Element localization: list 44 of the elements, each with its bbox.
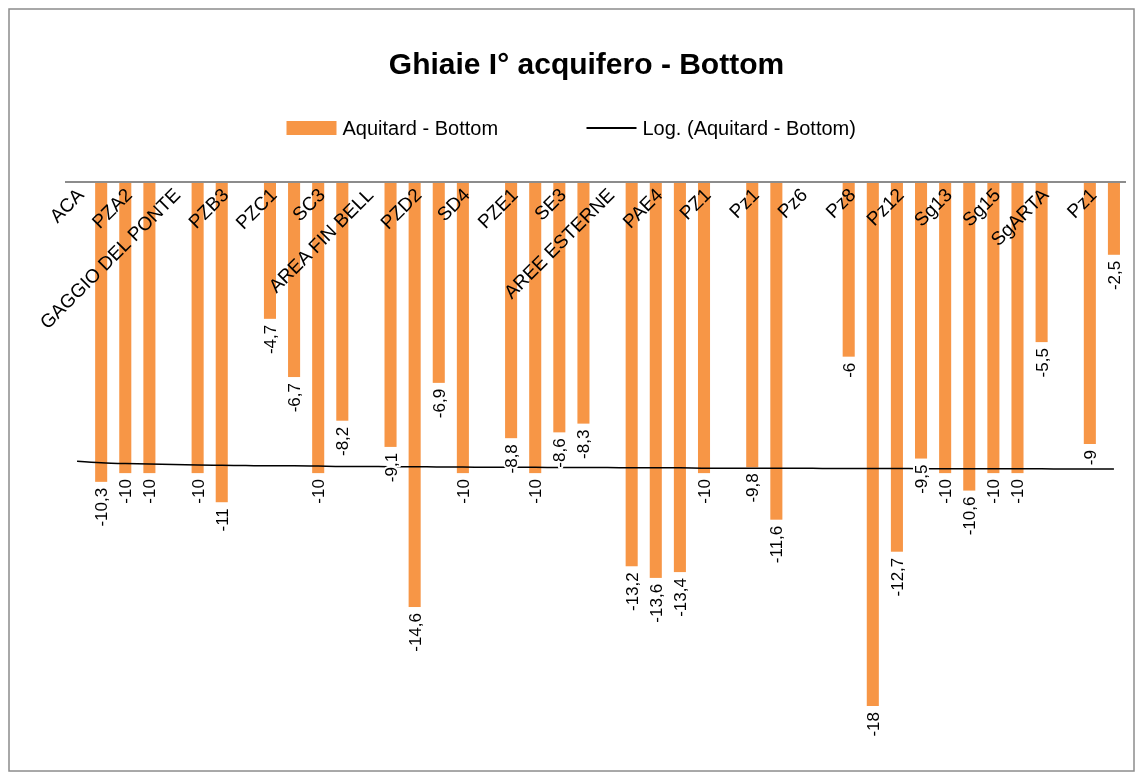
data-label: -10 — [526, 479, 546, 504]
data-label: -4,7 — [260, 324, 280, 355]
x-tick-label: Pz1 — [1062, 183, 1101, 222]
x-tick-label: PZ1 — [675, 183, 715, 224]
data-label: -10 — [984, 479, 1004, 504]
data-label: -10 — [695, 479, 715, 504]
data-label: -9,8 — [743, 473, 763, 503]
data-label: -8,8 — [502, 444, 522, 474]
data-label: -8,2 — [333, 426, 353, 457]
data-label: -13,2 — [622, 572, 642, 612]
x-tick-label: SC3 — [288, 183, 330, 225]
data-label: -6 — [839, 362, 859, 378]
data-label: -14,6 — [405, 613, 425, 652]
data-label: -10 — [140, 479, 160, 504]
data-label: -10 — [188, 479, 208, 504]
data-label: -10 — [116, 479, 136, 504]
data-label: -6,7 — [285, 383, 305, 413]
x-tick-label: SD4 — [432, 183, 474, 225]
chart-title: Ghiaie I° acquifero - Bottom — [388, 47, 785, 80]
data-label: -10 — [936, 479, 956, 504]
data-label: -10,6 — [960, 496, 980, 536]
x-tick-label: Pz6 — [773, 183, 812, 222]
data-label: -10 — [453, 479, 473, 504]
data-label: -10 — [309, 479, 329, 504]
data-label: -13,6 — [646, 583, 666, 623]
data-label: -11 — [212, 508, 232, 532]
x-tick-label: Pz1 — [725, 183, 764, 222]
data-label: -9 — [1080, 450, 1100, 466]
data-label: -18 — [863, 712, 883, 737]
x-tick-label: Pz8 — [821, 183, 860, 222]
data-label: -5,5 — [1032, 348, 1052, 378]
data-label: -10,3 — [92, 487, 112, 527]
data-label: -9,5 — [912, 464, 932, 494]
data-label: -2,5 — [1104, 260, 1124, 291]
data-label: -12,7 — [887, 557, 907, 597]
data-label: -8,3 — [574, 429, 594, 459]
legend-label: Aquitard - Bottom — [342, 117, 499, 139]
data-label: -13,4 — [670, 578, 690, 617]
data-label: -6,9 — [429, 388, 449, 419]
legend-label: Log. (Aquitard - Bottom) — [642, 117, 856, 139]
data-label: -9,1 — [381, 452, 401, 483]
data-label: -10 — [1008, 479, 1028, 504]
data-label: -11,6 — [767, 525, 787, 564]
data-label: -8,6 — [550, 438, 570, 468]
